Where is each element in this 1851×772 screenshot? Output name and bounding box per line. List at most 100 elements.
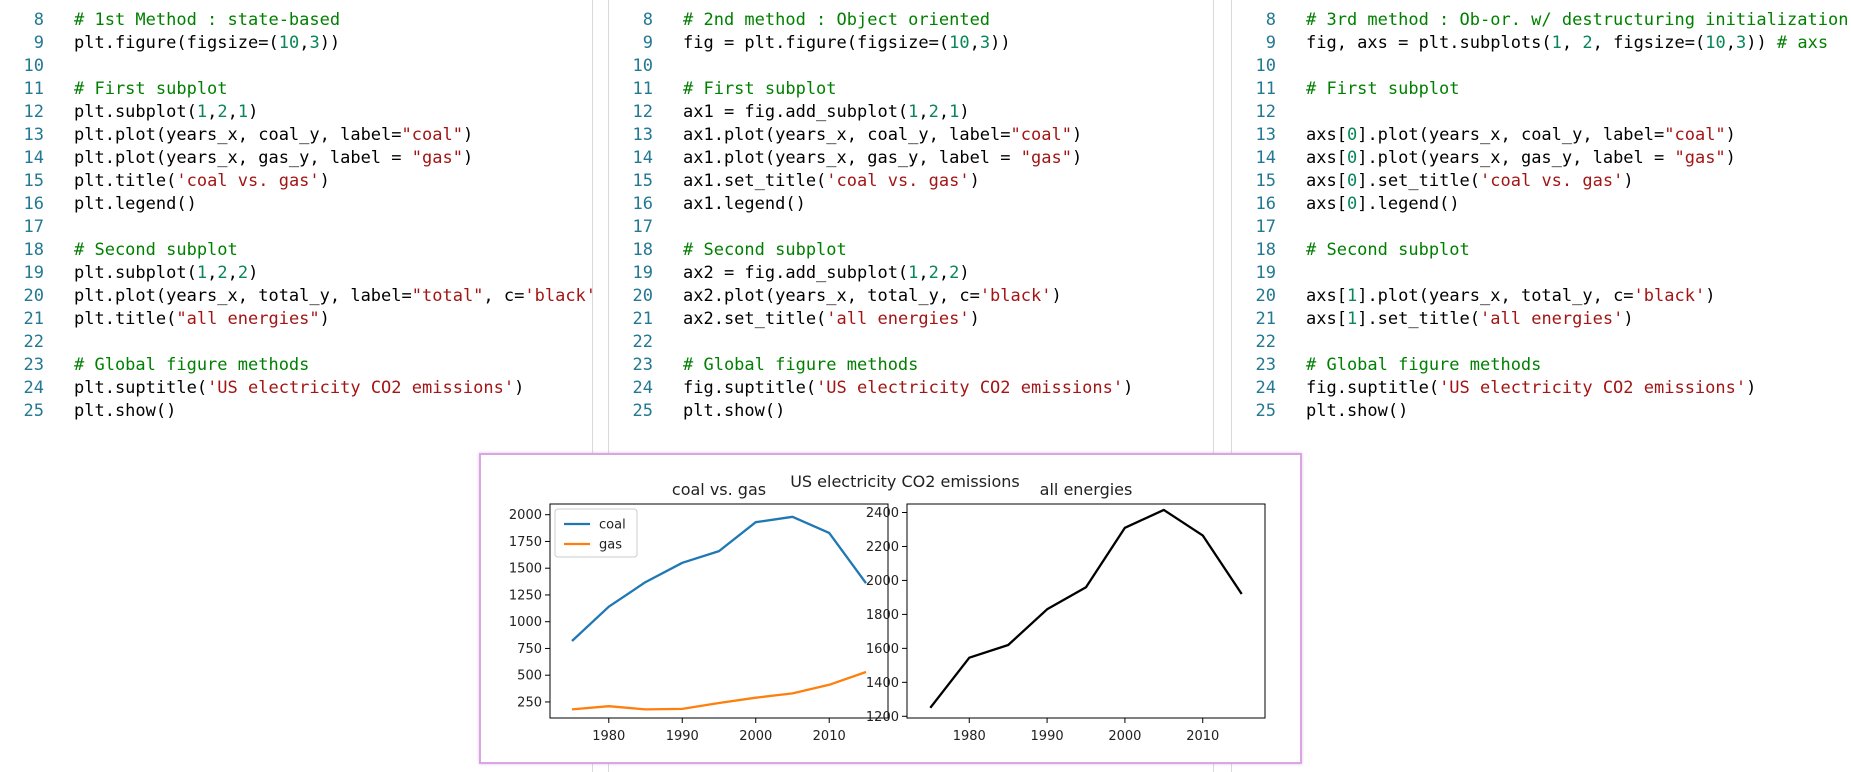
code-line[interactable]: 9 plt.figure(figsize=(10,3)): [0, 32, 592, 55]
editor-pane-destructuring[interactable]: 8 # 3rd method : Ob-or. w/ destructuring …: [1232, 0, 1851, 772]
y-tick-label: 1250: [509, 588, 542, 603]
code-token: 10: [1705, 33, 1726, 53]
code-line[interactable]: 15 plt.title('coal vs. gas'): [0, 170, 592, 193]
code-line[interactable]: 10: [0, 55, 592, 78]
code-line[interactable]: 18 # Second subplot: [1232, 239, 1851, 262]
code-line[interactable]: 19: [1232, 262, 1851, 285]
code-text: # Global figure methods: [683, 354, 918, 377]
code-line[interactable]: 20 ax2.plot(years_x, total_y, c='black'): [609, 285, 1213, 308]
code-line[interactable]: 16 ax1.legend(): [609, 193, 1213, 216]
pane-divider[interactable]: [1231, 0, 1232, 772]
code-token: ): [959, 102, 970, 122]
code-line[interactable]: 14 axs[0].plot(years_x, gas_y, label = "g…: [1232, 147, 1851, 170]
code-line[interactable]: 24 fig.suptitle('US electricity CO2 emiss…: [609, 377, 1213, 400]
code-line[interactable]: 21 plt.title("all energies"): [0, 308, 592, 331]
code-token: plt.show(): [1306, 401, 1409, 421]
code-line[interactable]: 24 fig.suptitle('US electricity CO2 emiss…: [1232, 377, 1851, 400]
line-number: 18: [23, 240, 44, 260]
line-number: 25: [632, 401, 653, 421]
code-line[interactable]: 16 axs[0].legend(): [1232, 193, 1851, 216]
code-line[interactable]: 23 # Global figure methods: [609, 354, 1213, 377]
code-line[interactable]: 18 # Second subplot: [609, 239, 1213, 262]
line-number: 9: [33, 33, 44, 53]
code-line[interactable]: 14 plt.plot(years_x, gas_y, label = "gas"…: [0, 147, 592, 170]
matplotlib-figure: 1980 1990 2000 2010 250 500 750 1000 1250 1500 175…: [479, 453, 1302, 764]
code-token: ax1.set_title(: [683, 171, 827, 191]
code-line[interactable]: 10: [1232, 55, 1851, 78]
pane-divider[interactable]: [608, 0, 609, 772]
code-line[interactable]: 10: [609, 55, 1213, 78]
pane-divider[interactable]: [592, 0, 593, 772]
code-line[interactable]: 11 # First subplot: [609, 78, 1213, 101]
code-token: ,: [1725, 33, 1736, 53]
code-line[interactable]: 8 # 2nd method : Object oriented: [609, 9, 1213, 32]
x-tick-label: 1990: [1031, 729, 1064, 744]
code-line[interactable]: 21 ax2.set_title('all energies'): [609, 308, 1213, 331]
code-text: plt.title("all energies"): [74, 308, 330, 331]
code-line[interactable]: 25 plt.show(): [1232, 400, 1851, 423]
figure-canvas: 1980 1990 2000 2010 250 500 750 1000 1250 1500 175…: [509, 472, 1266, 744]
code-text: # Second subplot: [683, 239, 847, 262]
code-line[interactable]: 13 ax1.plot(years_x, coal_y, label="coal"…: [609, 124, 1213, 147]
code-token: )): [319, 33, 341, 53]
code-line[interactable]: 19 plt.subplot(1,2,2): [0, 262, 592, 285]
code-token: axs[: [1306, 148, 1347, 168]
code-line[interactable]: 19 ax2 = fig.add_subplot(1,2,2): [609, 262, 1213, 285]
code-token: ].set_title(: [1357, 309, 1481, 329]
code-line[interactable]: 11 # First subplot: [0, 78, 592, 101]
code-line[interactable]: 15 ax1.set_title('coal vs. gas'): [609, 170, 1213, 193]
code-line[interactable]: 18 # Second subplot: [0, 239, 592, 262]
y-tick-label: 250: [517, 695, 542, 710]
code-line[interactable]: 22: [1232, 331, 1851, 354]
code-line[interactable]: 12 ax1 = fig.add_subplot(1,2,1): [609, 101, 1213, 124]
pane-divider[interactable]: [1213, 0, 1214, 772]
code-line[interactable]: 20 axs[1].plot(years_x, total_y, c='black…: [1232, 285, 1851, 308]
code-line[interactable]: 22: [0, 331, 592, 354]
code-line[interactable]: 16 plt.legend(): [0, 193, 592, 216]
code-token: ,: [969, 33, 980, 53]
code-line[interactable]: 22: [609, 331, 1213, 354]
code-text: # 2nd method : Object oriented: [683, 9, 990, 32]
line-number: 10: [23, 56, 44, 76]
code-token: ): [1623, 309, 1634, 329]
code-line[interactable]: 23 # Global figure methods: [1232, 354, 1851, 377]
code-token: # Second subplot: [683, 240, 847, 260]
code-line[interactable]: 13 axs[0].plot(years_x, coal_y, label="co…: [1232, 124, 1851, 147]
line-number: 18: [1255, 240, 1276, 260]
code-line[interactable]: 13 plt.plot(years_x, coal_y, label="coal"…: [0, 124, 592, 147]
code-line[interactable]: 17: [0, 216, 592, 239]
code-text: # First subplot: [74, 78, 228, 101]
line-number: 9: [1265, 33, 1276, 53]
code-text: fig = plt.figure(figsize=(10,3)): [683, 32, 1011, 55]
code-token: axs[: [1306, 286, 1347, 306]
code-line[interactable]: 9 fig = plt.figure(figsize=(10,3)): [609, 32, 1213, 55]
code-line[interactable]: 25 plt.show(): [0, 400, 592, 423]
code-token: fig = plt.figure(figsize=(: [683, 33, 950, 53]
code-token: ): [248, 263, 269, 283]
code-line[interactable]: 25 plt.show(): [609, 400, 1213, 423]
code-line[interactable]: 15 axs[0].set_title('coal vs. gas'): [1232, 170, 1851, 193]
series-line-total: [929, 508, 1243, 709]
line-number: 11: [632, 79, 653, 99]
code-line[interactable]: 8 # 3rd method : Ob-or. w/ destructuring …: [1232, 9, 1851, 32]
code-token: plt.plot(years_x, total_y, label=: [74, 286, 412, 306]
code-line[interactable]: 20 plt.plot(years_x, total_y, label="tota…: [0, 285, 592, 308]
line-number: 23: [1255, 355, 1276, 375]
code-line[interactable]: 21 axs[1].set_title('all energies'): [1232, 308, 1851, 331]
code-line[interactable]: 17: [609, 216, 1213, 239]
code-line[interactable]: 8 # 1st Method : state-based: [0, 9, 592, 32]
code-line[interactable]: 12 plt.subplot(1,2,1): [0, 101, 592, 124]
editor-pane-state-based[interactable]: 8 # 1st Method : state-based 9 plt.figure(f…: [0, 0, 592, 772]
code-line[interactable]: 14 ax1.plot(years_x, gas_y, label = "gas"…: [609, 147, 1213, 170]
code-line[interactable]: 12: [1232, 101, 1851, 124]
code-token: 2: [237, 263, 249, 283]
code-line[interactable]: 24 plt.suptitle('US electricity CO2 emiss…: [0, 377, 592, 400]
code-line[interactable]: 11 # First subplot: [1232, 78, 1851, 101]
x-tick-label: 1980: [953, 729, 986, 744]
code-line[interactable]: 23 # Global figure methods: [0, 354, 592, 377]
line-number: 10: [632, 56, 653, 76]
code-line[interactable]: 17: [1232, 216, 1851, 239]
code-line[interactable]: 9 fig, axs = plt.subplots(1, 2, figsize=(…: [1232, 32, 1851, 55]
line-number: 22: [1255, 332, 1276, 352]
code-token: "gas": [411, 148, 463, 168]
